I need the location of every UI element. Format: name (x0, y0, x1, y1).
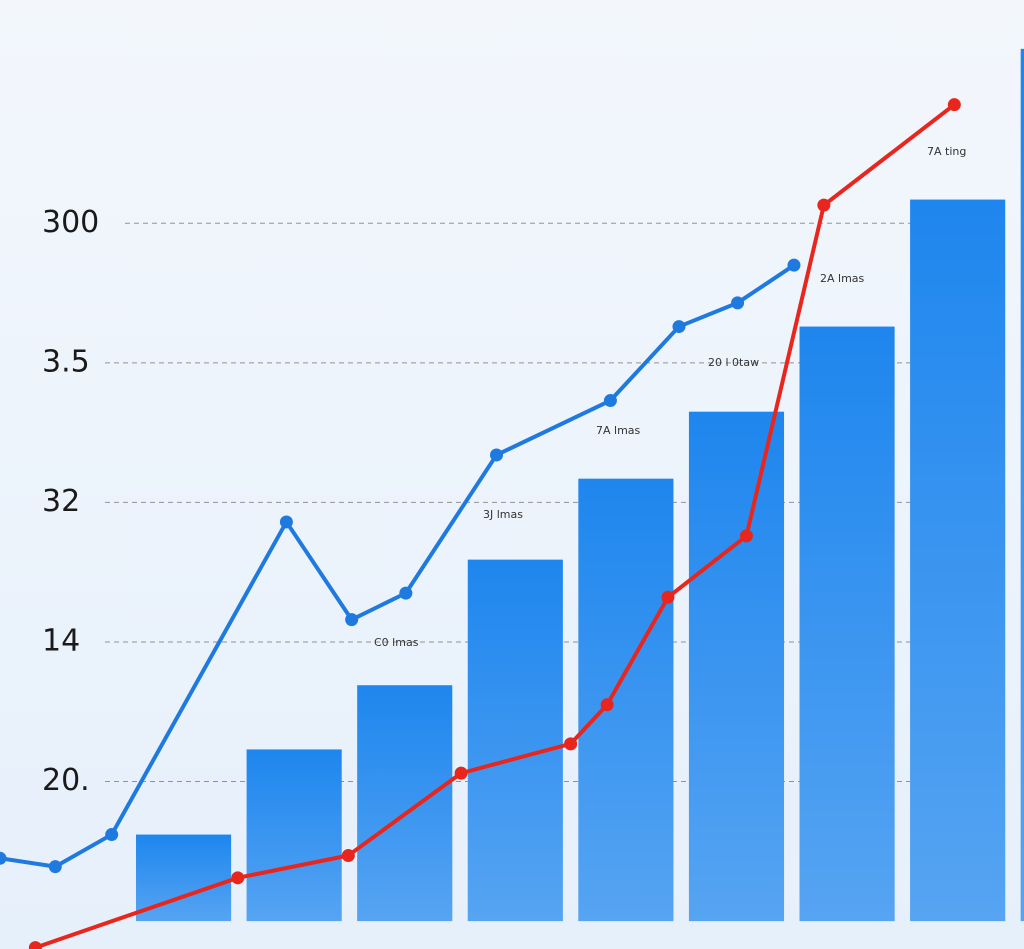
annotation: 3J lmas (483, 508, 523, 521)
annotation: C0 lmas (374, 636, 419, 649)
y-tick-label: 14 (42, 623, 80, 658)
annotation: 2A lmas (820, 272, 865, 285)
line-point (0, 851, 7, 865)
bar-sheen (910, 199, 1006, 922)
line-point (279, 515, 293, 529)
line-point (48, 860, 62, 874)
bar-sheen (246, 749, 342, 922)
y-tick-label: 32 (42, 484, 80, 519)
line-point (739, 529, 753, 543)
line-point (341, 848, 355, 862)
line-point (600, 698, 614, 712)
bar-sheen (799, 326, 895, 922)
y-tick-label: 300 (42, 205, 99, 240)
bar-sheen (578, 478, 674, 922)
line-point (817, 198, 831, 212)
line-point (345, 613, 359, 627)
line-point (672, 320, 686, 334)
line-point (28, 941, 42, 949)
y-tick-label: 20. (42, 763, 90, 798)
line-point (454, 766, 468, 780)
annotation: 20 l 0taw (708, 356, 759, 369)
y-tick-label: 3.5 (42, 344, 90, 379)
line-point (399, 586, 413, 600)
line-point (661, 590, 675, 604)
line-point (105, 828, 119, 842)
annotation: 7A lmas (596, 424, 641, 437)
line-point (564, 737, 578, 751)
line-point (603, 394, 617, 408)
line-point (231, 871, 245, 885)
line-point (731, 296, 745, 310)
bar-sheen (467, 559, 563, 922)
bar-sheen (688, 411, 785, 922)
line-point (490, 448, 504, 462)
bar-sheen (1020, 48, 1024, 922)
line-point (947, 98, 961, 112)
line-series (34, 103, 956, 949)
bar-sheen (357, 685, 453, 922)
annotation: 7A ting (927, 145, 966, 158)
line-point (787, 258, 801, 272)
